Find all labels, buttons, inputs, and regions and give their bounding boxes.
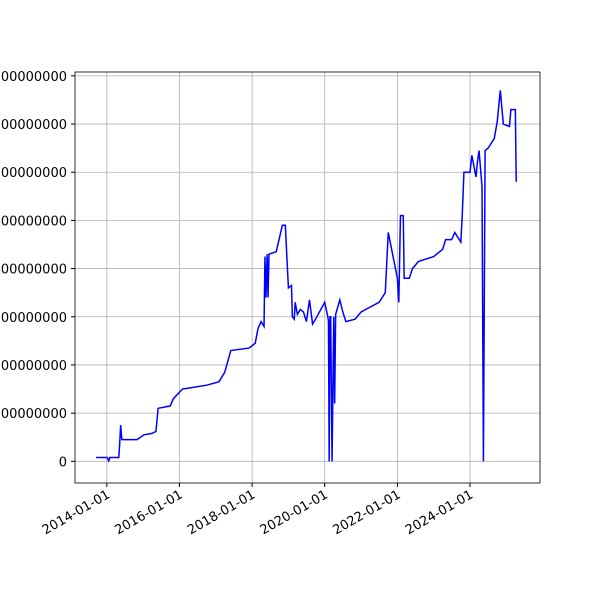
- data-line: [96, 90, 517, 463]
- y-tick-label: 800000000: [0, 70, 67, 85]
- y-tick-label: 400000000: [0, 263, 67, 278]
- y-tick-label: 200000000: [0, 359, 67, 374]
- y-tick-label: 600000000: [0, 166, 67, 181]
- y-tick-label: 0: [59, 455, 67, 470]
- y-tick-label: 500000000: [0, 214, 67, 229]
- plot-frame: [74, 71, 541, 484]
- y-tick-label: 300000000: [0, 311, 67, 326]
- y-tick-label: 100000000: [0, 407, 67, 422]
- y-tick-label: 700000000: [0, 118, 67, 133]
